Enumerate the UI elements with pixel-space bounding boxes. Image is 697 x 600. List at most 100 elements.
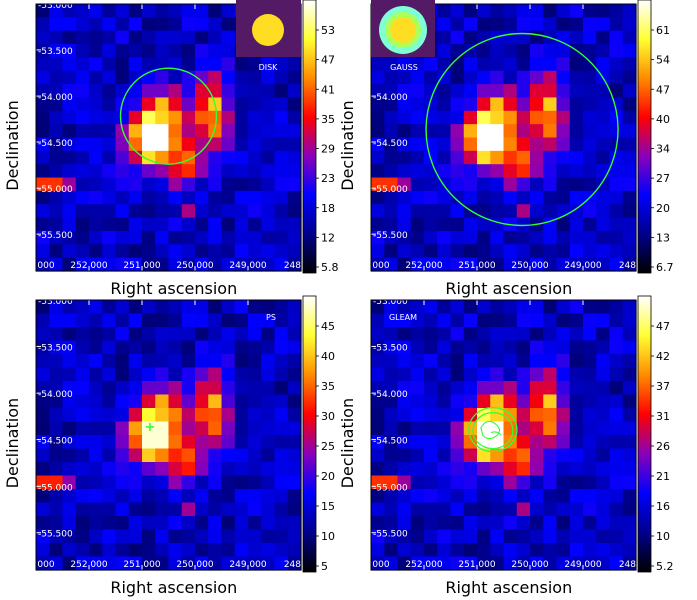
colorbar-tick-label: 40	[656, 113, 670, 126]
heatmap-cell	[543, 435, 558, 450]
heatmap-cell	[181, 137, 196, 152]
heatmap-cell	[181, 354, 196, 369]
dec-tick-label: -54.000	[373, 93, 408, 103]
heatmap-cell	[181, 84, 196, 99]
heatmap-cell	[142, 502, 156, 517]
heatmap-cell	[543, 327, 558, 342]
heatmap-cell	[583, 408, 597, 423]
heatmap-cell	[622, 190, 637, 205]
heatmap-cell	[128, 70, 143, 85]
heatmap-cell	[208, 502, 223, 517]
heatmap-cell	[287, 394, 302, 409]
model-label: GLEAM	[389, 313, 417, 322]
heatmap-cell	[477, 177, 491, 192]
heatmap-cell	[168, 421, 183, 436]
heatmap-cell	[371, 340, 385, 355]
heatmap-cell	[181, 475, 196, 490]
heatmap-cell	[463, 421, 478, 436]
colorbar-tick-label: 47	[321, 54, 335, 67]
heatmap-cell	[569, 230, 584, 245]
heatmap-cell	[569, 516, 584, 531]
heatmap-cell	[287, 257, 302, 272]
heatmap-cell	[195, 435, 209, 450]
heatmap-cell	[503, 354, 518, 369]
heatmap-cell	[622, 230, 637, 245]
heatmap-cell	[115, 408, 130, 423]
heatmap-cell	[384, 190, 399, 205]
heatmap-cell	[155, 475, 170, 490]
heatmap-cell	[596, 543, 611, 558]
heatmap-cell	[516, 394, 531, 409]
heatmap-cell	[410, 164, 425, 179]
heatmap-cell	[75, 529, 90, 544]
heatmap-cell	[168, 408, 183, 423]
heatmap-cell	[248, 313, 262, 328]
heatmap-cell	[287, 177, 302, 192]
heatmap-cell	[221, 244, 236, 259]
heatmap-cell	[208, 164, 223, 179]
heatmap-cell	[477, 57, 491, 72]
heatmap-cell	[397, 177, 412, 192]
colorbar-tick-label: 25	[321, 440, 335, 453]
heatmap-cell	[195, 543, 209, 558]
heatmap-cell	[503, 177, 518, 192]
ra-tick-label: 248	[619, 560, 636, 570]
heatmap-cell	[142, 448, 156, 463]
heatmap-cell	[115, 137, 130, 152]
heatmap-cell	[115, 543, 130, 558]
heatmap-cell	[583, 543, 597, 558]
heatmap-cell	[450, 529, 465, 544]
heatmap-cell	[62, 516, 77, 531]
heatmap-cell	[248, 190, 262, 205]
heatmap-cell	[490, 394, 505, 409]
heatmap-cell	[221, 448, 236, 463]
heatmap-cell	[503, 124, 518, 139]
heatmap-cell	[450, 421, 465, 436]
heatmap-cell	[234, 475, 249, 490]
ra-tick-label: 249.000	[229, 261, 266, 271]
heatmap-cell	[102, 462, 117, 477]
ra-tick-label: 250.000	[511, 560, 548, 570]
heatmap-cell	[287, 556, 302, 571]
dec-tick-label: -54.500	[373, 437, 408, 447]
heatmap-cell	[248, 300, 262, 315]
heatmap-cell	[248, 84, 262, 99]
heatmap-cell	[155, 543, 170, 558]
heatmap-cell	[261, 190, 276, 205]
heatmap-cell	[49, 462, 64, 477]
heatmap-cell	[556, 556, 571, 571]
heatmap-cell	[221, 543, 236, 558]
heatmap-cell	[437, 230, 452, 245]
heatmap-cell	[622, 543, 637, 558]
heatmap-cell	[128, 217, 143, 232]
heatmap-cell	[142, 137, 156, 152]
heatmap-cell	[75, 164, 90, 179]
heatmap-cell	[62, 408, 77, 423]
heatmap-cell	[75, 421, 90, 436]
heatmap-cell	[102, 543, 117, 558]
heatmap-cell	[168, 190, 183, 205]
colorbar-tick-label: 5.2	[656, 560, 674, 573]
heatmap-cell	[128, 257, 143, 272]
heatmap-cell	[371, 164, 385, 179]
heatmap-cell	[397, 435, 412, 450]
heatmap-cell	[274, 124, 289, 139]
heatmap-cell	[516, 502, 531, 517]
heatmap-cell	[437, 300, 452, 315]
heatmap-cell	[261, 150, 276, 165]
heatmap-cell	[208, 421, 223, 436]
heatmap-cell	[181, 394, 196, 409]
heatmap-cell	[543, 230, 558, 245]
heatmap-cell	[248, 164, 262, 179]
heatmap-cell	[195, 556, 209, 571]
heatmap-cell	[142, 244, 156, 259]
heatmap-cell	[556, 408, 571, 423]
heatmap-cell	[89, 177, 103, 192]
heatmap-cell	[168, 17, 183, 32]
heatmap-cell	[234, 244, 249, 259]
heatmap-cell	[89, 110, 103, 125]
heatmap-cell	[437, 217, 452, 232]
heatmap-cell	[371, 354, 385, 369]
heatmap-cell	[583, 489, 597, 504]
heatmap-cell	[477, 327, 491, 342]
